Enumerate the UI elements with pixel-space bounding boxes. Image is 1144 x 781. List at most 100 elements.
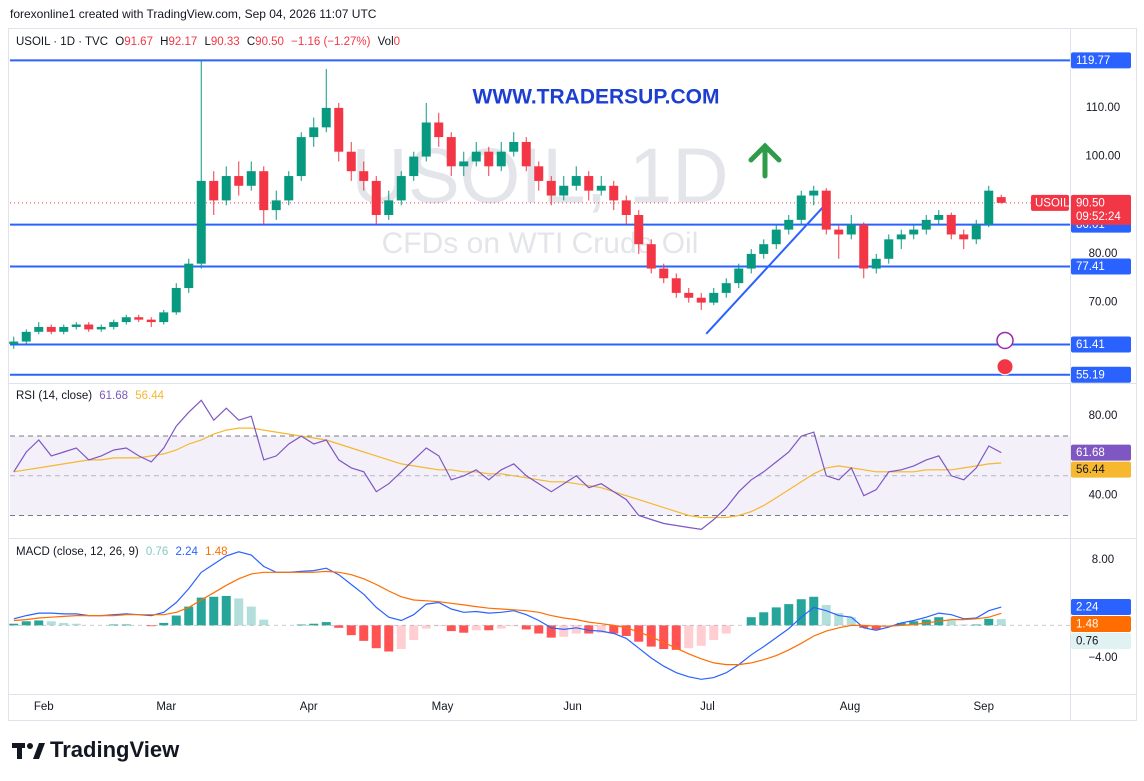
legend-value: 92.17: [168, 36, 197, 48]
histogram-bar: [609, 625, 619, 634]
candle-body: [621, 200, 631, 215]
histogram-bar: [596, 625, 606, 633]
legend-value: 0: [394, 36, 400, 48]
level-label: 55.19: [1076, 369, 1105, 381]
rsi-legend: RSI (14, close) 61.68 56.44: [16, 390, 165, 402]
candle-body: [809, 190, 819, 196]
price-legend: USOIL · 1D · TVC O91.67 H92.17 L90.33 C9…: [16, 36, 400, 48]
value-label: 56.44: [1076, 464, 1105, 476]
y-tick-label: 110.00: [1086, 102, 1120, 114]
histogram-bar: [471, 625, 481, 631]
histogram-bar: [59, 622, 69, 626]
histogram-bar: [759, 612, 769, 626]
histogram-bar: [109, 624, 119, 626]
histogram-bar: [896, 622, 906, 626]
candle-body: [721, 283, 731, 293]
legend-label: H: [160, 36, 168, 48]
indicator-line: [13, 399, 1002, 531]
histogram-bar: [509, 625, 519, 627]
histogram-bar: [409, 625, 419, 641]
legend-value: 61.68: [99, 390, 128, 402]
histogram-bar: [996, 619, 1006, 626]
legend-value: 91.67: [124, 36, 153, 48]
histogram-bar: [346, 625, 356, 636]
histogram-bar: [34, 620, 44, 626]
histogram-bar: [359, 625, 369, 641]
candle-body: [146, 319, 156, 323]
histogram-bar: [296, 624, 306, 626]
candle-body: [959, 234, 969, 240]
y-tick-label: 80.00: [1089, 410, 1118, 422]
histogram-bar: [709, 625, 719, 641]
legend-value: 0.76: [146, 546, 168, 558]
candle-body: [971, 224, 981, 240]
candle-body: [709, 292, 719, 303]
histogram-bar: [646, 625, 656, 647]
last-price-box: [1071, 194, 1131, 225]
histogram-bar: [959, 624, 969, 626]
y-tick-label: 80.00: [1089, 248, 1118, 260]
candle-body: [46, 326, 56, 332]
candle-body: [946, 214, 956, 235]
candle-body: [271, 200, 281, 211]
value-label: 61.68: [1076, 447, 1105, 459]
x-tick-label: Sep: [974, 701, 994, 713]
histogram-bar: [384, 625, 394, 652]
y-tick-label: −4.00: [1088, 652, 1117, 664]
legend-label: C: [247, 36, 255, 48]
histogram-bar: [821, 604, 831, 626]
candle-body: [771, 229, 781, 245]
candle-body: [634, 214, 644, 245]
candle-body: [509, 141, 519, 152]
chart-frame: [8, 28, 1137, 721]
candle-body: [859, 224, 869, 269]
histogram-bar: [484, 625, 494, 631]
candle-body: [84, 324, 94, 330]
candle-body: [896, 234, 906, 240]
histogram-bar: [746, 617, 756, 626]
histogram-bar: [146, 625, 156, 627]
histogram-bar: [396, 625, 406, 650]
value-label-box: [1071, 633, 1131, 650]
histogram-bar: [571, 625, 581, 634]
candle-body: [346, 151, 356, 172]
histogram-bar: [46, 621, 56, 626]
candle-body: [371, 180, 381, 215]
candle-body: [559, 185, 569, 196]
candle-body: [21, 331, 31, 342]
y-tick-label: 8.00: [1092, 554, 1114, 566]
histogram-bar: [159, 622, 169, 626]
histogram-bar: [721, 625, 731, 634]
value-label-box: [1071, 461, 1131, 478]
histogram-bar: [684, 625, 694, 649]
candle-body: [284, 176, 294, 201]
histogram-bar: [521, 625, 531, 630]
candle-body: [521, 141, 531, 167]
candle-body: [996, 197, 1006, 203]
candle-body: [121, 317, 131, 323]
histogram-bar: [184, 606, 194, 626]
annotation: WWW.TRADERSUP.COM: [473, 86, 720, 109]
candle-body: [296, 137, 306, 177]
candle-body: [446, 137, 456, 167]
value-label-box: [1071, 616, 1131, 633]
value-label-box: [1071, 444, 1131, 461]
macd-legend: MACD (close, 12, 26, 9) 0.76 2.24 1.48: [16, 546, 228, 558]
candle-body: [184, 263, 194, 289]
candle-body: [459, 161, 469, 167]
candle-body: [684, 292, 694, 298]
candle-body: [784, 219, 794, 230]
candle-body: [234, 176, 244, 186]
legend-value: 2.24: [176, 546, 199, 558]
histogram-bar: [496, 625, 506, 629]
candle-body: [134, 317, 144, 320]
histogram-bar: [846, 617, 856, 626]
y-tick-label: 40.00: [1089, 490, 1118, 502]
candle-body: [646, 244, 656, 269]
candle-body: [759, 244, 769, 254]
candle-body: [884, 239, 894, 259]
histogram-bar: [71, 623, 81, 626]
candle-body: [834, 229, 844, 235]
candle-body: [821, 190, 831, 230]
candle-body: [434, 122, 444, 138]
